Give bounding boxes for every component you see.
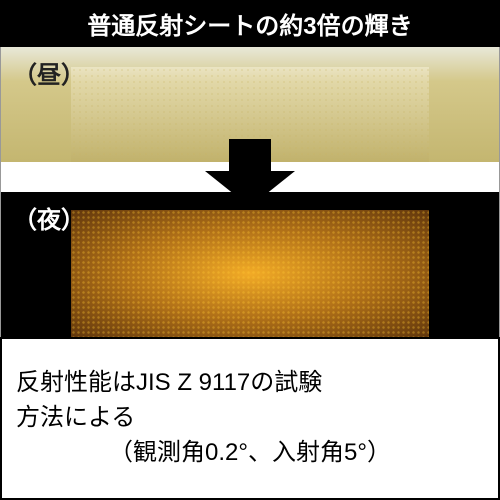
footer-specification: 反射性能はJIS Z 9117の試験 方法による （観測角0.2°、入射角5°） (0, 337, 500, 500)
night-panel: （夜） (1, 192, 499, 337)
comparison-visual: （昼） （夜） (0, 47, 500, 337)
footer-line-2: 方法による (16, 401, 484, 436)
night-label: （夜） (13, 200, 85, 235)
footer-line-1: 反射性能はJIS Z 9117の試験 (16, 366, 484, 401)
day-label: （昼） (13, 55, 85, 90)
night-reflective-texture (71, 210, 429, 337)
footer-line-3: （観測角0.2°、入射角5°） (16, 436, 484, 471)
arrow-down-icon (205, 139, 295, 207)
header-title: 普通反射シートの約3倍の輝き (0, 0, 500, 47)
